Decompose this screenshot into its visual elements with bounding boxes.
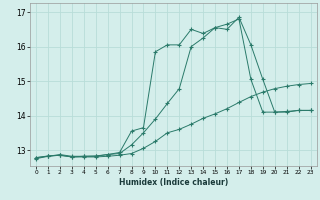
X-axis label: Humidex (Indice chaleur): Humidex (Indice chaleur) (119, 178, 228, 187)
